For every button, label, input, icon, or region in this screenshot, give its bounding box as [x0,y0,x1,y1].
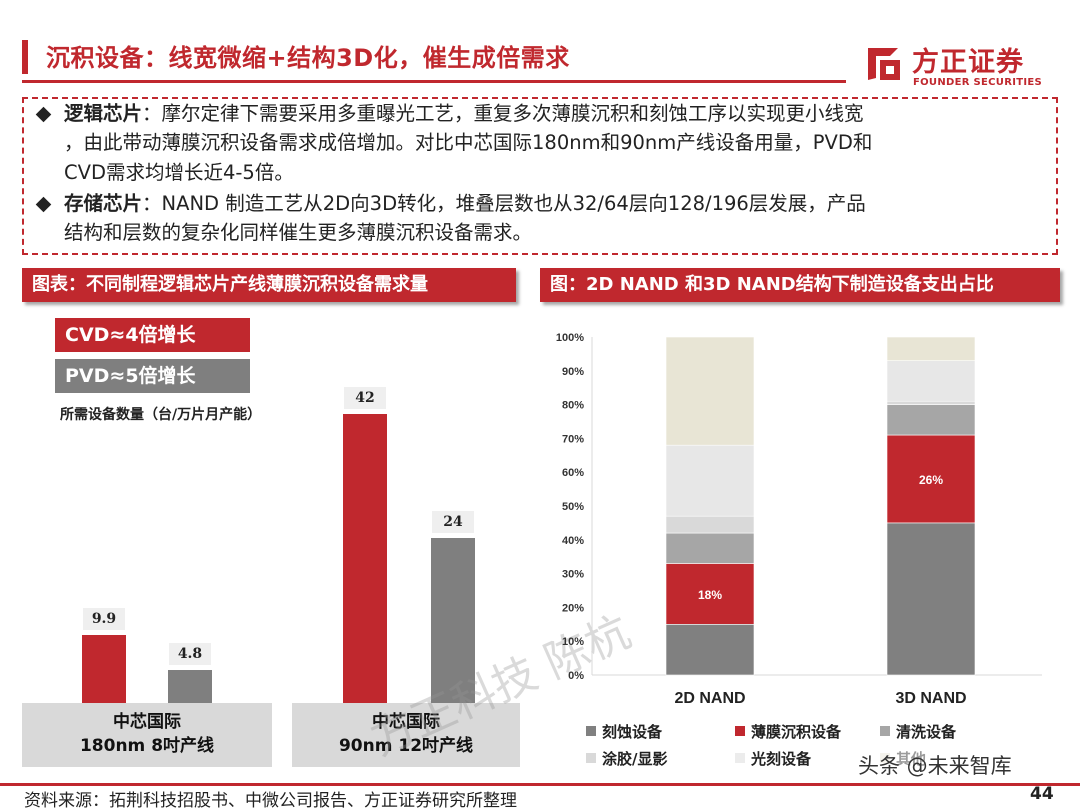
legend-swatch [735,726,745,736]
data-label-segment: 18% [698,588,722,602]
source-note: 资料来源：拓荆科技招股书、中微公司报告、方正证券研究所整理 [24,791,517,811]
bar-segment-0-3 [665,515,755,534]
footer-divider [0,783,1080,786]
page-number: 44 [1030,784,1054,804]
logo-text-en: FOUNDER SECURITIES [913,77,1043,88]
legend-label: 薄膜沉积设备 [751,723,842,741]
legend-item-coating: 涂胶/显影 [586,748,667,769]
bullet-logic-line-3: CVD需求均增长近4-5倍。 [64,161,294,184]
title-accent-bar [22,40,28,74]
category-line-1: 中芯国际 [113,712,181,732]
y-tick-label: 70% [562,433,584,445]
bar-segment-1-4 [886,360,976,402]
bar-segment-0-0 [665,623,755,676]
y-unit-label: 所需设备数量（台/万片月产能） [60,407,262,423]
category-line-2: 180nm 8吋产线 [79,736,215,756]
bar-segment-1-2 [886,404,976,436]
bar-cvd-90nm [343,414,387,703]
legend-item-litho: 光刻设备 [735,748,811,769]
bullet-logic-line-1: 逻辑芯片：摩尔定律下需要采用多重曝光工艺，重复多次薄膜沉积和刻蚀工序以实现更小线… [64,101,864,127]
category-180nm: 中芯国际 180nm 8吋产线 [22,703,272,767]
legend-label: 涂胶/显影 [602,750,668,768]
category-90nm: 中芯国际 90nm 12吋产线 [292,703,520,767]
title-underline [22,80,846,83]
legend-label: 光刻设备 [751,750,812,768]
bar-pvd-90nm [431,538,475,703]
bullet-memory-line-1: 存储芯片：NAND 制造工艺从2D向3D转化，堆叠层数也从32/64层向128/… [64,191,866,217]
bar-segment-0-5 [665,336,755,446]
legend-item-cleaning: 清洗设备 [880,721,956,742]
bullet-memory-line-2: 结构和层数的复杂化同样催生更多薄膜沉积设备需求。 [64,221,533,244]
legend-label: 清洗设备 [896,723,957,741]
bullet-term: 逻辑芯片 [64,102,143,125]
intro-box: 逻辑芯片：摩尔定律下需要采用多重曝光工艺，重复多次薄膜沉积和刻蚀工序以实现更小线… [22,97,1058,255]
toutiao-watermark: 头条 @未来智库 [858,750,1012,780]
y-tick-label: 10% [562,636,584,648]
legend-swatch [735,753,745,763]
legend-swatch [586,726,596,736]
y-tick-label: 50% [562,501,584,513]
data-label-cvd-90nm: 42 [344,387,386,410]
bar-segment-1-0 [886,522,976,676]
data-label-segment: 26% [919,473,943,487]
bar-segment-0-1 [665,563,755,625]
bar-segment-0-2 [665,532,755,564]
bullet-term: 存储芯片 [64,192,143,215]
bullet-text: ：摩尔定律下需要采用多重曝光工艺，重复多次薄膜沉积和刻蚀工序以实现更小线宽 [142,102,864,125]
page-title: 沉积设备：线宽微缩+结构3D化，催生成倍需求 [46,44,570,72]
legend-cvd: CVD≈4倍增长 [55,318,250,352]
bar-cvd-180nm [82,634,126,703]
x-category-label: 2D NAND [674,690,745,707]
bar-segment-1-3 [886,400,976,405]
bullet-diamond-icon [35,196,52,213]
bar-segment-1-5 [886,336,976,361]
category-line-2: 90nm 12吋产线 [338,736,474,756]
y-tick-label: 40% [562,535,584,547]
y-tick-label: 20% [562,602,584,614]
legend-swatch [586,753,596,763]
legend-item-etch: 刻蚀设备 [586,721,662,742]
left-chart-header: 图表：不同制程逻辑芯片产线薄膜沉积设备需求量 [22,268,516,302]
right-chart-header: 图：2D NAND 和3D NAND结构下制造设备支出占比 [540,268,1060,302]
data-label-pvd-180nm: 4.8 [169,643,211,665]
y-tick-label: 0% [568,670,584,682]
founder-logo-icon [868,48,900,80]
bar-segment-0-4 [665,444,755,517]
legend-label: 刻蚀设备 [602,723,663,741]
legend-swatch [880,726,890,736]
bar-pvd-180nm [168,670,212,703]
legend-item-deposition: 薄膜沉积设备 [735,721,841,742]
bullet-logic-line-2: ，由此带动薄膜沉积设备需求成倍增加。对比中芯国际180nm和90nm产线设备用量… [64,131,873,154]
bullet-text: ：NAND 制造工艺从2D向3D转化，堆叠层数也从32/64层向128/196层… [142,192,866,215]
category-line-1: 中芯国际 [372,712,440,732]
y-tick-label: 60% [562,467,584,479]
y-tick-label: 80% [562,400,584,412]
bullet-diamond-icon [35,106,52,123]
data-label-cvd-180nm: 9.9 [83,607,125,630]
y-tick-label: 30% [562,569,584,581]
nand-stacked-chart: 0% 10% 20% 30% 40% 50% 60% 70% 80% 90% 100% 18% 2D N… [556,332,1042,707]
y-tick-label: 90% [562,366,584,378]
bar-segment-1-1 [886,434,976,524]
x-category-label: 3D NAND [895,690,966,707]
logo-text-cn: 方正证券 [912,47,1024,78]
data-label-pvd-90nm: 24 [432,511,474,533]
legend-pvd: PVD≈5倍增长 [55,359,250,393]
y-tick-label: 100% [556,332,584,344]
